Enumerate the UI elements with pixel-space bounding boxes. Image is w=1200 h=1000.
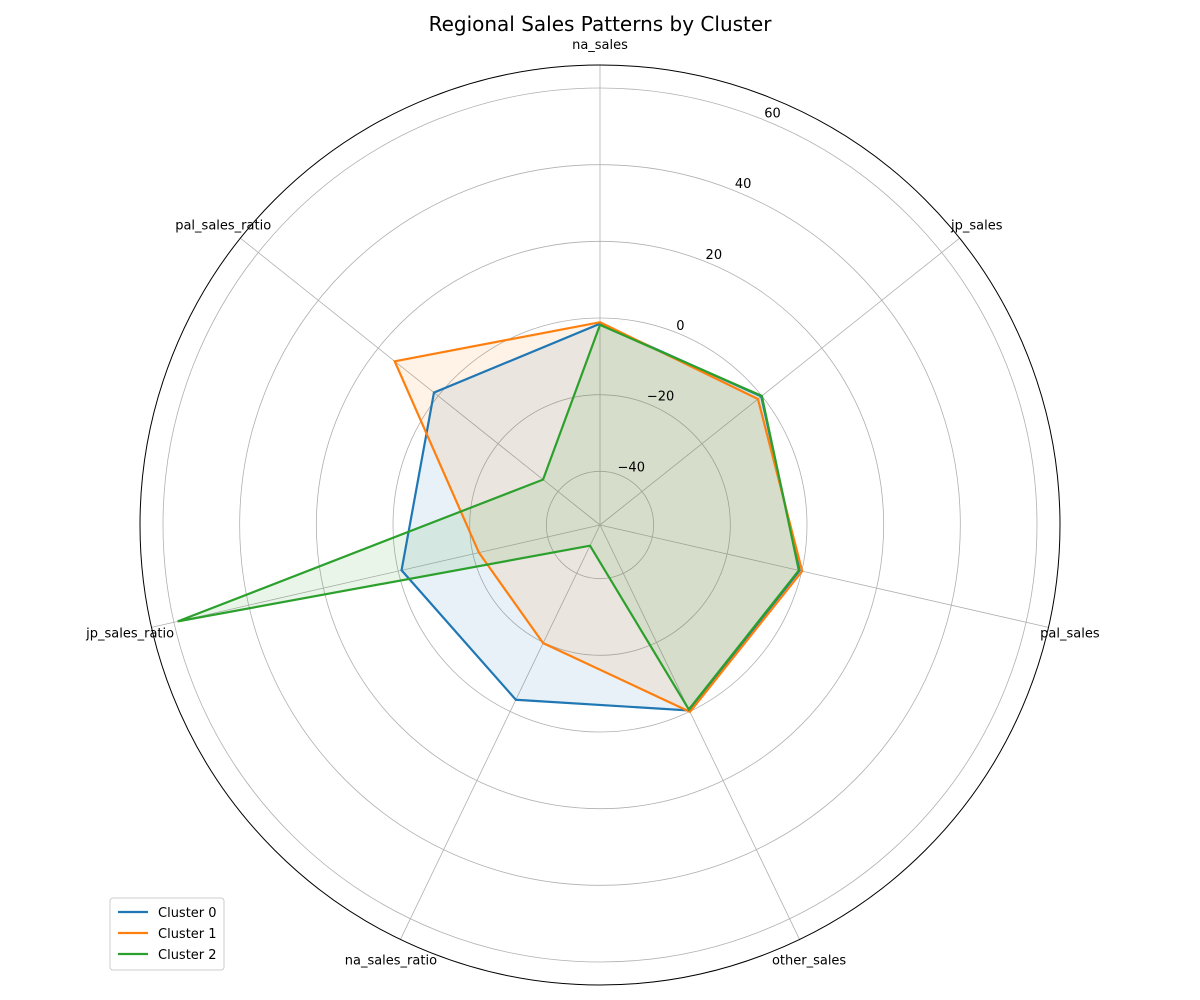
- grid-spoke: [240, 237, 601, 526]
- grid-spoke: [151, 524, 601, 628]
- legend-box: [109, 897, 225, 971]
- series-line-2: [177, 323, 801, 712]
- polar-frame: [139, 64, 1061, 986]
- series-fill-1: [394, 322, 803, 712]
- axis-label-layer: na_sales jp_sales pal_sales other_sales na_s…: [85, 38, 1100, 968]
- axis-label-jp_sales: jp_sales: [950, 219, 1003, 234]
- axis-label-na_sales_ratio: na_sales_ratio: [345, 953, 437, 968]
- series-fill-0: [401, 323, 800, 711]
- grid-spoke: [400, 524, 601, 940]
- grid-layer: [139, 64, 1061, 986]
- axis-label-na_sales: na_sales: [572, 38, 628, 53]
- radial-tick-label: 60: [764, 106, 781, 121]
- axis-label-pal_sales: pal_sales: [1040, 626, 1100, 641]
- series-layer: [177, 321, 804, 714]
- legend-label-0: Cluster 0: [158, 906, 217, 921]
- radial-tick-label: 20: [706, 248, 723, 263]
- legend-label-1: Cluster 1: [158, 927, 217, 942]
- series-line-1: [393, 321, 804, 714]
- axis-label-jp_sales_ratio: jp_sales_ratio: [85, 626, 174, 641]
- grid-spoke: [599, 237, 960, 526]
- grid-spoke: [599, 524, 1049, 628]
- grid-spoke: [599, 524, 800, 940]
- radial-tick-label: 0: [676, 319, 684, 334]
- tick-layer: −40 −20 0 20 40 60: [618, 106, 781, 475]
- axis-label-pal_sales_ratio: pal_sales_ratio: [175, 219, 271, 234]
- chart-title: Regional Sales Patterns by Cluster: [429, 12, 773, 36]
- radial-tick-label: −40: [618, 460, 645, 475]
- series-fill-2: [177, 324, 799, 710]
- radial-tick-label: 40: [735, 177, 752, 192]
- legend: Cluster 0 Cluster 1 Cluster 2: [109, 897, 225, 971]
- axis-label-other_sales: other_sales: [772, 953, 846, 968]
- legend-label-2: Cluster 2: [158, 948, 217, 963]
- radial-tick-label: −20: [647, 390, 674, 405]
